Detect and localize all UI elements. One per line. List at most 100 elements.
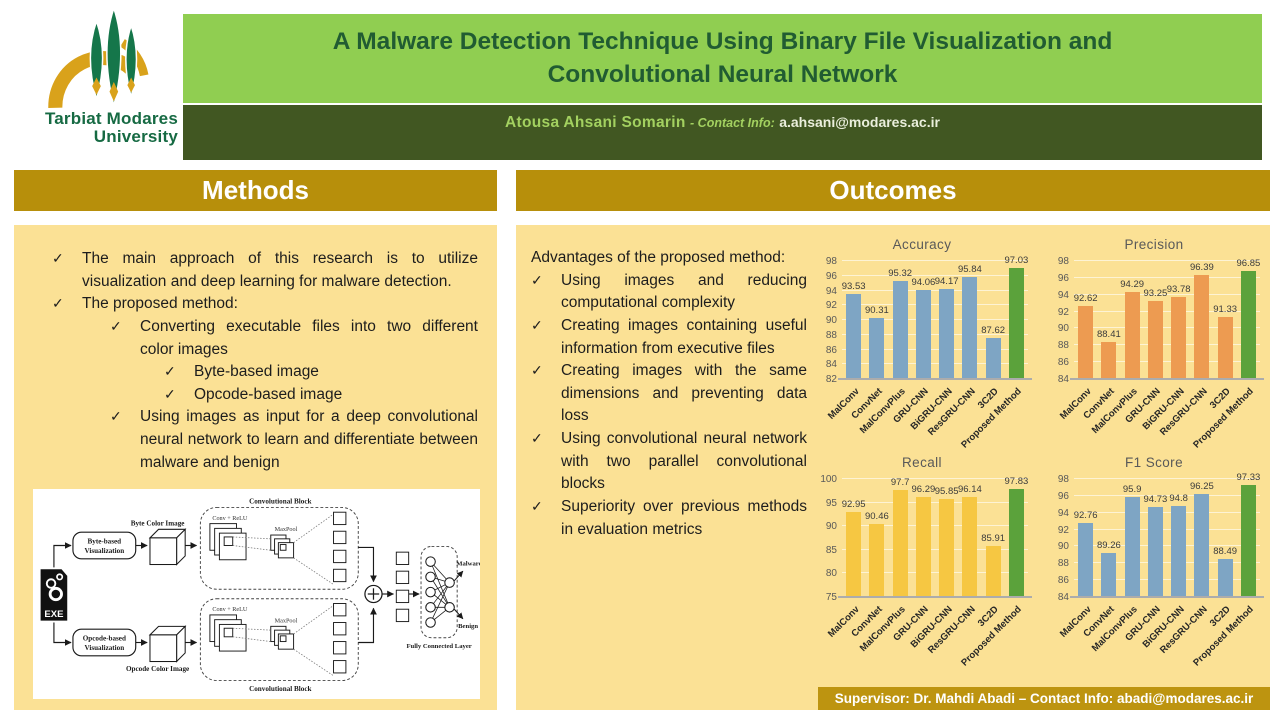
bar-3c2d <box>1217 317 1233 379</box>
svg-text:Fully Connected Layer: Fully Connected Layer <box>406 643 471 650</box>
outcomes-text-column: Advantages of the proposed method: ✓ Usin… <box>531 247 807 541</box>
svg-text:EXE: EXE <box>44 609 63 620</box>
checkmark-icon: ✓ <box>110 317 122 334</box>
gridline <box>842 478 1028 479</box>
gridline <box>1074 579 1260 581</box>
bullet-text: Using convolutional neural network with … <box>561 430 807 493</box>
y-axis-tick-label: 98 <box>1057 256 1069 267</box>
methods-bullet-list: ✓ The main approach of this research is t… <box>34 248 478 474</box>
gridline <box>1074 260 1260 261</box>
bar-resgru-cnn <box>962 276 978 379</box>
gridline <box>1074 276 1260 278</box>
bullet-text: Converting executable files into two dif… <box>140 317 478 358</box>
university-name: Tarbiat Modares University <box>44 109 178 146</box>
architecture-diagram: EXE Byte-based Visualization Byte Color … <box>33 489 480 699</box>
bar-3c2d <box>1217 559 1233 597</box>
bar-gru-cnn <box>1147 506 1163 597</box>
bar-resgru-cnn <box>962 497 978 597</box>
chart-f1-score: F1 Score MalConv ConvNet MalConvPlus GRU-CNN… <box>1040 455 1268 669</box>
bar-value-label: 87.62 <box>981 324 1006 336</box>
bar-3c2d <box>985 545 1001 597</box>
bar-gru-cnn <box>915 290 931 379</box>
bar-convnet <box>1101 552 1117 597</box>
bar-value-label: 88.49 <box>1213 546 1238 558</box>
bar-value-label: 96.29 <box>911 483 936 495</box>
gridline <box>842 274 1028 276</box>
bar-convnet <box>869 524 885 597</box>
gridline <box>1074 511 1260 513</box>
bar-value-label: 95.32 <box>888 267 913 279</box>
outcomes-panel: Advantages of the proposed method: ✓ Usin… <box>516 225 1270 710</box>
poster-title: A Malware Detection Technique Using Bina… <box>332 28 1113 88</box>
gridline <box>1074 293 1260 295</box>
bullet-text: Using images and reducing computational … <box>561 271 807 312</box>
checkmark-icon: ✓ <box>531 316 543 333</box>
chart-plot: 82 84 86 88 90 92 94 96 98 93.53 90.31 95.32 94.06 94… <box>826 255 1032 385</box>
author-name: Atousa Ahsani Somarin <box>505 114 686 131</box>
bar-value-label: 93.78 <box>1166 283 1191 295</box>
y-axis-tick-label: 84 <box>1057 374 1069 385</box>
bar-resgru-cnn <box>1194 274 1210 379</box>
y-axis-tick-label: 75 <box>825 592 837 603</box>
gridline <box>842 260 1028 261</box>
bar-proposed-method <box>1240 484 1256 597</box>
bar-malconv <box>1078 306 1094 379</box>
bar-value-label: 92.62 <box>1073 293 1098 305</box>
supervisor-text: Supervisor: Dr. Mahdi Abadi – Contact In… <box>834 691 1254 706</box>
gridline <box>842 348 1028 350</box>
svg-text:Conv + ReLU: Conv + ReLU <box>212 606 248 613</box>
y-axis-tick-label: 95 <box>825 497 837 509</box>
university-logo: Tarbiat Modares University <box>22 6 184 164</box>
checkmark-icon: ✓ <box>52 295 64 312</box>
bar-malconvplus <box>892 280 908 379</box>
y-axis-tick-label: 98 <box>825 256 837 267</box>
bullet-text: Byte-based image <box>194 363 319 381</box>
outcomes-intro: Advantages of the proposed method: <box>531 249 786 266</box>
bar-gru-cnn <box>1147 301 1163 379</box>
bullet-item: ✓ Creating images containing useful infor… <box>531 315 807 360</box>
svg-text:Convolutional Block: Convolutional Block <box>249 685 311 693</box>
svg-text:Convolutional Block: Convolutional Block <box>249 498 311 506</box>
bar-value-label: 97.7 <box>890 476 910 488</box>
y-axis-tick-label: 94 <box>1057 289 1069 301</box>
gridline <box>842 501 1028 503</box>
gridline <box>842 304 1028 306</box>
author-contact-label: - Contact Info: <box>690 116 775 130</box>
bullet-item: ✓ Converting executable files into two di… <box>34 316 478 361</box>
bar-malconv <box>846 512 862 597</box>
chart-title: Accuracy <box>892 237 952 252</box>
supervisor-bar: Supervisor: Dr. Mahdi Abadi – Contact In… <box>818 687 1270 710</box>
gridline <box>1074 494 1260 496</box>
bullet-item: ✓ Creating images with the same dimension… <box>531 360 807 428</box>
bar-value-label: 88.41 <box>1096 328 1121 340</box>
bar-convnet <box>869 317 885 379</box>
y-axis-tick-label: 84 <box>1057 592 1069 603</box>
bullet-item: ✓ Using images as input for a deep convol… <box>34 406 478 474</box>
methods-title: Methods <box>202 175 309 205</box>
gridline <box>1074 361 1260 363</box>
gridline <box>1074 528 1260 530</box>
y-axis-tick-label: 90 <box>1057 541 1069 553</box>
gridline <box>1074 344 1260 346</box>
y-axis-tick-label: 86 <box>1057 357 1069 369</box>
bar-value-label: 96.25 <box>1189 480 1214 492</box>
bullet-text: Superiority over previous methods in eva… <box>561 497 807 538</box>
bar-value-label: 97.83 <box>1004 476 1029 488</box>
bullet-text: Opcode-based image <box>194 385 343 403</box>
gridline <box>842 289 1028 291</box>
bar-malconv <box>846 293 862 379</box>
outcomes-section-header: Outcomes <box>516 170 1270 211</box>
gridline <box>842 548 1028 550</box>
bar-convnet <box>1101 341 1117 379</box>
x-axis-line <box>1070 596 1264 598</box>
y-axis-tick-label: 88 <box>825 329 837 341</box>
svg-text:Conv + ReLU: Conv + ReLU <box>212 515 248 522</box>
svg-text:Visualization: Visualization <box>84 644 124 652</box>
y-axis-tick-label: 98 <box>1057 474 1069 485</box>
checkmark-icon: ✓ <box>52 250 64 266</box>
bullet-text: Creating images with the same dimensions… <box>561 362 807 425</box>
gridline <box>1074 478 1260 479</box>
y-axis-tick-label: 80 <box>825 568 837 580</box>
chart-title: F1 Score <box>1125 455 1183 470</box>
author-contact-email: a.ahsani@modares.ac.ir <box>779 114 940 130</box>
